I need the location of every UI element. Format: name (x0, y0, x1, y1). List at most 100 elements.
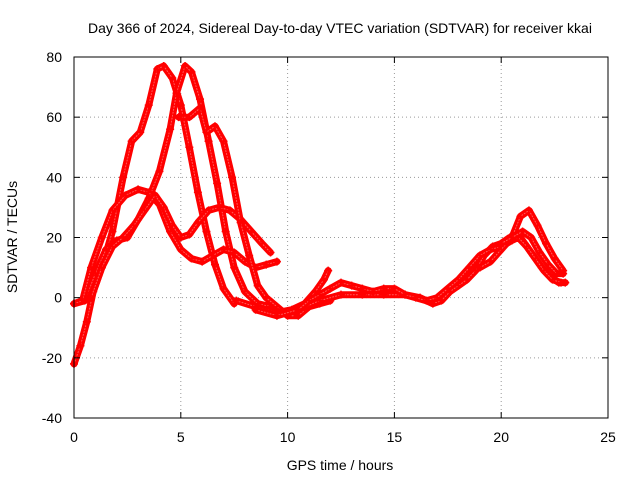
data-point (174, 113, 183, 122)
data-point (324, 266, 333, 275)
series-marker-texture (73, 188, 278, 305)
data-point (219, 137, 228, 146)
data-point (337, 290, 345, 299)
data-point (401, 290, 410, 299)
data-point (202, 227, 211, 236)
grid-lines (74, 57, 608, 418)
data-point (187, 254, 196, 263)
series-track-i (475, 206, 568, 275)
data-point (204, 206, 213, 215)
data-point (326, 284, 335, 293)
y-tick-label: 0 (54, 290, 62, 306)
data-point (443, 284, 452, 293)
data-point (539, 266, 548, 275)
axis-ticks: 0 5 10 15 20 25 -40 -20 0 20 40 60 80 (42, 49, 616, 445)
data-point (516, 212, 525, 221)
data-point (544, 260, 553, 269)
data-point (108, 206, 117, 215)
y-tick-label: -20 (42, 350, 62, 366)
x-tick-label: 0 (70, 429, 78, 445)
data-point (219, 245, 228, 254)
data-point (347, 281, 356, 290)
data-point (262, 260, 271, 269)
data-point (304, 296, 313, 305)
data-point (208, 251, 217, 260)
data-point (187, 68, 196, 77)
data-point (151, 191, 160, 200)
data-point (172, 89, 181, 98)
data-point (272, 257, 281, 266)
data-point (369, 287, 378, 296)
y-tick-label: 60 (46, 109, 62, 125)
x-tick-label: 5 (177, 429, 185, 445)
data-point (108, 242, 117, 251)
data-point (266, 248, 275, 257)
data-point (127, 137, 136, 146)
data-point (210, 122, 219, 131)
data-point (463, 275, 472, 284)
data-point (518, 227, 527, 236)
data-point (176, 245, 185, 254)
data-point (97, 263, 106, 272)
y-tick-label: 80 (46, 49, 62, 65)
data-point (522, 242, 531, 251)
data-point (193, 218, 202, 227)
data-point (257, 239, 266, 248)
data-point (550, 254, 559, 263)
data-point (144, 101, 153, 110)
series-marker-texture (73, 65, 235, 365)
data-point (213, 179, 222, 188)
series-trace (70, 62, 238, 368)
data-point (119, 233, 128, 242)
x-tick-label: 10 (280, 429, 296, 445)
data-point (535, 248, 544, 257)
data-point (185, 113, 194, 122)
data-point (486, 257, 495, 266)
data-point (82, 317, 91, 326)
x-tick-label: 25 (600, 429, 616, 445)
data-point (196, 95, 205, 104)
y-tick-label: 20 (46, 230, 62, 246)
series-trace (497, 228, 567, 278)
data-point (193, 188, 202, 197)
data-point (497, 239, 506, 248)
data-point (225, 206, 234, 215)
data-point (215, 203, 224, 212)
data-point (185, 230, 194, 239)
data-point (196, 104, 205, 113)
data-point (253, 281, 262, 290)
data-point (465, 263, 474, 272)
data-point (144, 188, 153, 197)
data-point (247, 227, 256, 236)
data-point (475, 251, 484, 260)
data-point (251, 305, 260, 314)
series-trace (476, 206, 567, 275)
data-point (294, 305, 303, 314)
y-tick-label: 40 (46, 169, 62, 185)
x-axis-label: GPS time / hours (287, 457, 394, 473)
data-point (548, 275, 557, 284)
data-point (533, 221, 542, 230)
chart-title: Day 366 of 2024, Sidereal Day-to-day VTE… (88, 20, 592, 36)
data-point (531, 254, 540, 263)
data-point (168, 221, 177, 230)
data-point (245, 251, 254, 260)
data-point (108, 227, 117, 236)
data-point (168, 74, 177, 83)
data-point (76, 341, 85, 350)
data-point (507, 233, 516, 242)
series-track-a (70, 62, 239, 368)
data-point (176, 233, 185, 242)
data-point (129, 221, 138, 230)
y-tick-label: -40 (42, 410, 62, 426)
data-point (155, 167, 164, 176)
data-point (527, 233, 536, 242)
data-point (315, 290, 324, 299)
data-point (422, 296, 431, 305)
x-tick-label: 15 (387, 429, 403, 445)
data-point (78, 296, 87, 305)
data-point (97, 233, 106, 242)
series-layer (70, 62, 570, 368)
data-point (230, 263, 239, 272)
